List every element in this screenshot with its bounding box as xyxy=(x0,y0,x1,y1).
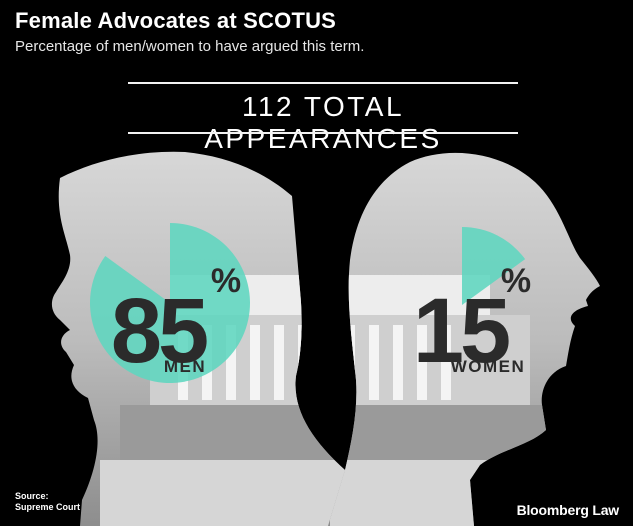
value-label-women: 15 xyxy=(413,280,509,382)
pie-wedge-women xyxy=(462,227,526,305)
percent-sign-women: % xyxy=(501,262,531,300)
source-name: Supreme Court xyxy=(15,502,81,512)
percent-sign-men: % xyxy=(211,262,241,300)
chart-title: Female Advocates at SCOTUS xyxy=(15,8,337,33)
category-label-men: MEN xyxy=(164,357,206,376)
chart-subtitle: Percentage of men/women to have argued t… xyxy=(15,38,365,55)
total-appearances: 112 TOTAL APPEARANCES xyxy=(204,91,442,154)
source-label: Source: xyxy=(15,491,49,501)
bloomberg-law-logo: Bloomberg Law xyxy=(516,502,620,518)
divider-bottom xyxy=(128,132,518,134)
pie-charts: 85 % MEN 15% WOMEN xyxy=(89,223,531,383)
divider-top xyxy=(128,82,518,84)
source-note: Source: Supreme Court xyxy=(15,491,80,513)
category-label-women: WOMEN xyxy=(451,357,526,376)
pie-wedge-men xyxy=(89,223,250,383)
value-label-men: 85 xyxy=(111,280,207,382)
